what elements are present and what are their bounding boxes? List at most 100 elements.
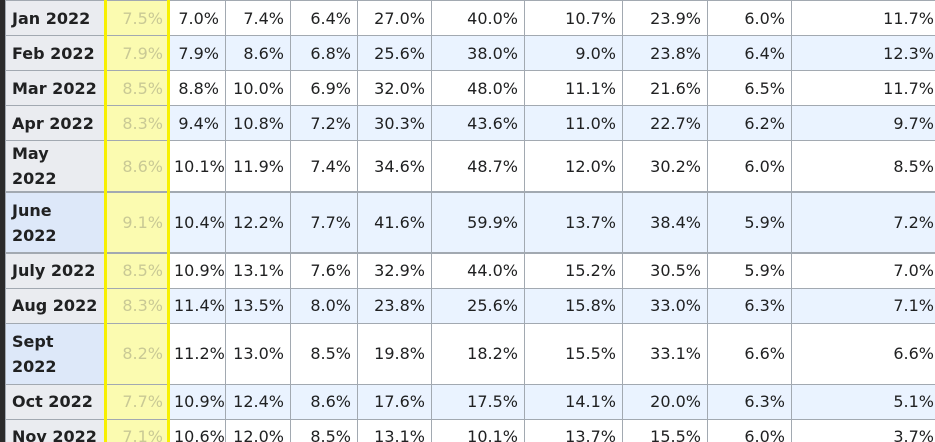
table-row: Mar 2022 8.5% 8.8% 10.0% 6.9% 32.0% 48.0% 11.1%… (5, 70, 935, 106)
table-row: Apr 2022 8.3% 9.4% 10.8% 7.2% 30.3% 43.6% 11.0%… (5, 105, 935, 141)
table-cell: 30.3% (357, 105, 432, 141)
table-cell: 8.5% (791, 140, 935, 193)
table-cell: 6.4% (707, 35, 792, 71)
table-cell: 15.8% (524, 287, 623, 324)
highlighted-cell: 7.7% (104, 383, 170, 420)
table-cell: 10.8% (225, 105, 291, 141)
table-cell: 23.8% (357, 287, 432, 324)
table-cell: 6.9% (290, 70, 358, 106)
table-cell: 6.0% (707, 0, 792, 36)
table-cell: 6.2% (707, 105, 792, 141)
table-cell: 10.1% (168, 140, 226, 193)
row-header-month: Aug 2022 (5, 287, 106, 324)
row-header-month: Sept 2022 (5, 322, 106, 385)
table-row: Nov 2022 7.1% 10.6% 12.0% 8.5% 13.1% 10.1% 13.7… (5, 418, 935, 442)
table-cell: 11.4% (168, 287, 226, 324)
table-cell: 12.2% (225, 191, 291, 254)
table-cell: 11.0% (524, 105, 623, 141)
highlighted-cell: 7.9% (104, 35, 170, 71)
table-cell: 6.0% (707, 140, 792, 193)
table-cell: 12.0% (225, 418, 291, 442)
table-cell: 8.6% (290, 383, 358, 420)
table-cell: 10.4% (168, 191, 226, 254)
highlighted-cell: 8.5% (104, 70, 170, 106)
highlighted-cell: 7.5% (104, 0, 170, 36)
table-cell: 11.1% (524, 70, 623, 106)
table-cell: 6.6% (707, 322, 792, 385)
table-cell: 32.9% (357, 252, 432, 289)
table-cell: 33.0% (622, 287, 708, 324)
table-cell: 22.7% (622, 105, 708, 141)
table-cell: 11.7% (791, 0, 935, 36)
table-cell: 7.2% (290, 105, 358, 141)
table-cell: 13.1% (357, 418, 432, 442)
table-cell: 7.2% (791, 191, 935, 254)
table-cell: 12.4% (225, 383, 291, 420)
table-cell: 13.1% (225, 252, 291, 289)
table-cell: 10.9% (168, 252, 226, 289)
highlighted-cell: 9.1% (104, 191, 170, 254)
table-cell: 5.9% (707, 252, 792, 289)
table-cell: 23.9% (622, 0, 708, 36)
table-cell: 8.8% (168, 70, 226, 106)
table-cell: 8.6% (225, 35, 291, 71)
table-cell: 7.4% (225, 0, 291, 36)
table-cell: 30.5% (622, 252, 708, 289)
table-cell: 7.6% (290, 252, 358, 289)
row-header-month: Feb 2022 (5, 35, 106, 71)
table-cell: 17.5% (431, 383, 525, 420)
table-cell: 5.1% (791, 383, 935, 420)
table-cell: 12.0% (524, 140, 623, 193)
table-row: Jan 2022 7.5% 7.0% 7.4% 6.4% 27.0% 40.0% 10.7% 2… (5, 0, 935, 36)
highlighted-cell: 8.3% (104, 105, 170, 141)
table-cell: 44.0% (431, 252, 525, 289)
table-cell: 10.6% (168, 418, 226, 442)
highlighted-cell: 8.6% (104, 140, 170, 193)
table-cell: 7.0% (168, 0, 226, 36)
table-cell: 6.3% (707, 287, 792, 324)
table-cell: 40.0% (431, 0, 525, 36)
table-cell: 11.9% (225, 140, 291, 193)
table-cell: 38.0% (431, 35, 525, 71)
table-cell: 6.5% (707, 70, 792, 106)
table-cell: 15.5% (524, 322, 623, 385)
table-cell: 6.3% (707, 383, 792, 420)
table-cell: 34.6% (357, 140, 432, 193)
table-row: Oct 2022 7.7% 10.9% 12.4% 8.6% 17.6% 17.5% 14.1… (5, 383, 935, 420)
table-cell: 7.4% (290, 140, 358, 193)
table-cell: 30.2% (622, 140, 708, 193)
table-cell: 11.2% (168, 322, 226, 385)
highlighted-cell: 8.5% (104, 252, 170, 289)
table-row: May 2022 8.6% 10.1% 11.9% 7.4% 34.6% 48.7% 12.0… (5, 140, 935, 193)
table-cell: 23.8% (622, 35, 708, 71)
table-cell: 32.0% (357, 70, 432, 106)
table-cell: 8.5% (290, 322, 358, 385)
highlighted-cell: 7.1% (104, 418, 170, 442)
row-header-month: Oct 2022 (5, 383, 106, 420)
table-cell: 10.0% (225, 70, 291, 106)
table-cell: 11.7% (791, 70, 935, 106)
table-cell: 7.0% (791, 252, 935, 289)
inflation-table: Jan 2022 7.5% 7.0% 7.4% 6.4% 27.0% 40.0% 10.7% 2… (5, 0, 935, 442)
table-cell: 7.1% (791, 287, 935, 324)
row-header-month: Mar 2022 (5, 70, 106, 106)
table-cell: 33.1% (622, 322, 708, 385)
table-cell: 48.0% (431, 70, 525, 106)
table-cell: 14.1% (524, 383, 623, 420)
table-cell: 15.5% (622, 418, 708, 442)
table-cell: 59.9% (431, 191, 525, 254)
table-cell: 6.8% (290, 35, 358, 71)
table-cell: 18.2% (431, 322, 525, 385)
table-cell: 8.5% (290, 418, 358, 442)
row-header-month: Apr 2022 (5, 105, 106, 141)
table-cell: 27.0% (357, 0, 432, 36)
table-cell: 12.3% (791, 35, 935, 71)
table-cell: 6.0% (707, 418, 792, 442)
highlighted-cell: 8.3% (104, 287, 170, 324)
table-cell: 17.6% (357, 383, 432, 420)
row-header-month: July 2022 (5, 252, 106, 289)
table-cell: 9.7% (791, 105, 935, 141)
table-cell: 43.6% (431, 105, 525, 141)
table-cell: 7.7% (290, 191, 358, 254)
table-cell: 41.6% (357, 191, 432, 254)
